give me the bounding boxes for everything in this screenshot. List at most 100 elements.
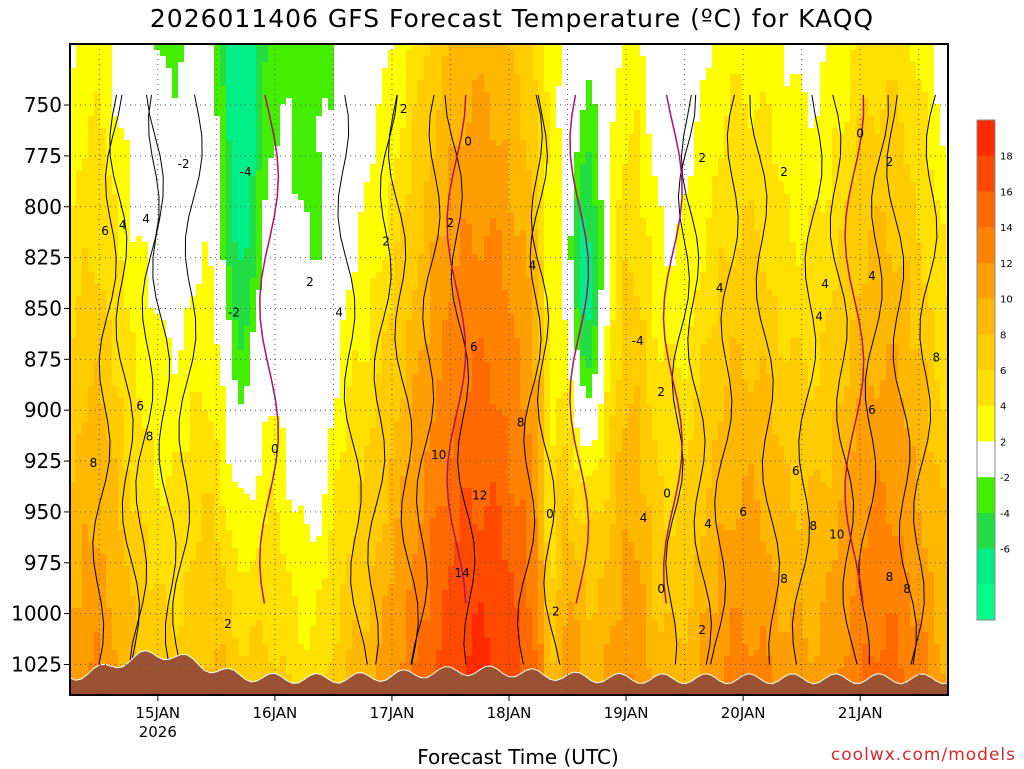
temperature-cell bbox=[100, 482, 107, 489]
temperature-cell bbox=[196, 140, 203, 147]
temperature-cell bbox=[190, 182, 197, 189]
temperature-cell bbox=[124, 554, 131, 561]
temperature-cell bbox=[316, 488, 323, 495]
temperature-cell bbox=[184, 302, 191, 309]
temperature-cell bbox=[214, 560, 221, 567]
temperature-cell bbox=[88, 176, 95, 183]
temperature-cell bbox=[202, 74, 209, 81]
temperature-cell bbox=[124, 200, 131, 207]
temperature-cell bbox=[94, 128, 101, 135]
temperature-cell bbox=[154, 500, 161, 507]
temperature-cell bbox=[340, 356, 347, 363]
temperature-cell bbox=[196, 560, 203, 567]
temperature-cell bbox=[256, 356, 263, 363]
temperature-cell bbox=[136, 464, 143, 471]
temperature-cell bbox=[280, 506, 287, 513]
temperature-cell bbox=[208, 572, 215, 579]
temperature-cell bbox=[142, 302, 149, 309]
temperature-cell bbox=[214, 260, 221, 267]
temperature-cell bbox=[112, 332, 119, 339]
temperature-cell bbox=[112, 350, 119, 357]
temperature-cell bbox=[112, 134, 119, 141]
temperature-cell bbox=[232, 368, 239, 375]
temperature-cell bbox=[76, 122, 83, 129]
temperature-cell bbox=[316, 182, 323, 189]
temperature-cell bbox=[328, 650, 335, 657]
temperature-cell bbox=[178, 260, 185, 267]
temperature-cell bbox=[106, 404, 113, 411]
temperature-cell bbox=[304, 194, 311, 201]
temperature-cell bbox=[70, 146, 77, 153]
temperature-cell bbox=[148, 644, 155, 651]
temperature-cell bbox=[244, 296, 251, 303]
temperature-cell bbox=[100, 506, 107, 513]
temperature-cell bbox=[184, 344, 191, 351]
temperature-cell bbox=[286, 170, 293, 177]
temperature-cell bbox=[166, 536, 173, 543]
temperature-cell bbox=[208, 404, 215, 411]
temperature-cell bbox=[322, 284, 329, 291]
temperature-cell bbox=[166, 350, 173, 357]
temperature-cell bbox=[214, 284, 221, 291]
temperature-cell bbox=[244, 128, 251, 135]
temperature-cell bbox=[136, 332, 143, 339]
temperature-cell bbox=[184, 248, 191, 255]
temperature-cell bbox=[238, 296, 245, 303]
temperature-cell bbox=[292, 428, 299, 435]
temperature-cell bbox=[322, 56, 329, 63]
temperature-cell bbox=[256, 182, 263, 189]
temperature-cell bbox=[82, 578, 89, 585]
temperature-cell bbox=[304, 512, 311, 519]
temperature-cell bbox=[82, 230, 89, 237]
temperature-cell bbox=[280, 452, 287, 459]
temperature-cell bbox=[256, 152, 263, 159]
temperature-cell bbox=[208, 368, 215, 375]
temperature-cell bbox=[76, 638, 83, 645]
temperature-cell bbox=[166, 164, 173, 171]
temperature-cell bbox=[226, 296, 233, 303]
temperature-cell bbox=[340, 278, 347, 285]
temperature-cell bbox=[136, 500, 143, 507]
temperature-cell bbox=[322, 554, 329, 561]
temperature-cell bbox=[76, 458, 83, 465]
temperature-cell bbox=[184, 278, 191, 285]
temperature-cell bbox=[262, 176, 269, 183]
temperature-cell bbox=[220, 170, 227, 177]
temperature-cell bbox=[100, 500, 107, 507]
temperature-cell bbox=[310, 98, 317, 105]
temperature-cell bbox=[214, 422, 221, 429]
temperature-cell bbox=[136, 404, 143, 411]
temperature-cell bbox=[172, 224, 179, 231]
temperature-cell bbox=[196, 68, 203, 75]
temperature-cell bbox=[298, 314, 305, 321]
temperature-cell bbox=[286, 380, 293, 387]
temperature-cell bbox=[274, 284, 281, 291]
temperature-cell bbox=[340, 338, 347, 345]
temperature-cell bbox=[340, 584, 347, 591]
temperature-cell bbox=[232, 626, 239, 633]
temperature-cell bbox=[220, 320, 227, 327]
temperature-cell bbox=[184, 572, 191, 579]
temperature-cell bbox=[292, 470, 299, 477]
temperature-cell bbox=[88, 50, 95, 57]
temperature-cell bbox=[70, 488, 77, 495]
temperature-cell bbox=[202, 536, 209, 543]
temperature-cell bbox=[124, 272, 131, 279]
temperature-cell bbox=[268, 422, 275, 429]
temperature-cell bbox=[118, 638, 125, 645]
temperature-cell bbox=[244, 656, 251, 663]
temperature-cell bbox=[190, 92, 197, 99]
temperature-cell bbox=[208, 644, 215, 651]
temperature-cell bbox=[286, 668, 293, 675]
temperature-cell bbox=[268, 464, 275, 471]
temperature-cell bbox=[160, 632, 167, 639]
temperature-cell bbox=[196, 620, 203, 627]
temperature-cell bbox=[82, 368, 89, 375]
temperature-cell bbox=[268, 260, 275, 267]
temperature-cell bbox=[310, 590, 317, 597]
temperature-cell bbox=[214, 542, 221, 549]
temperature-cell bbox=[274, 236, 281, 243]
temperature-cell bbox=[94, 422, 101, 429]
temperature-cell bbox=[88, 458, 95, 465]
temperature-cell bbox=[232, 98, 239, 105]
